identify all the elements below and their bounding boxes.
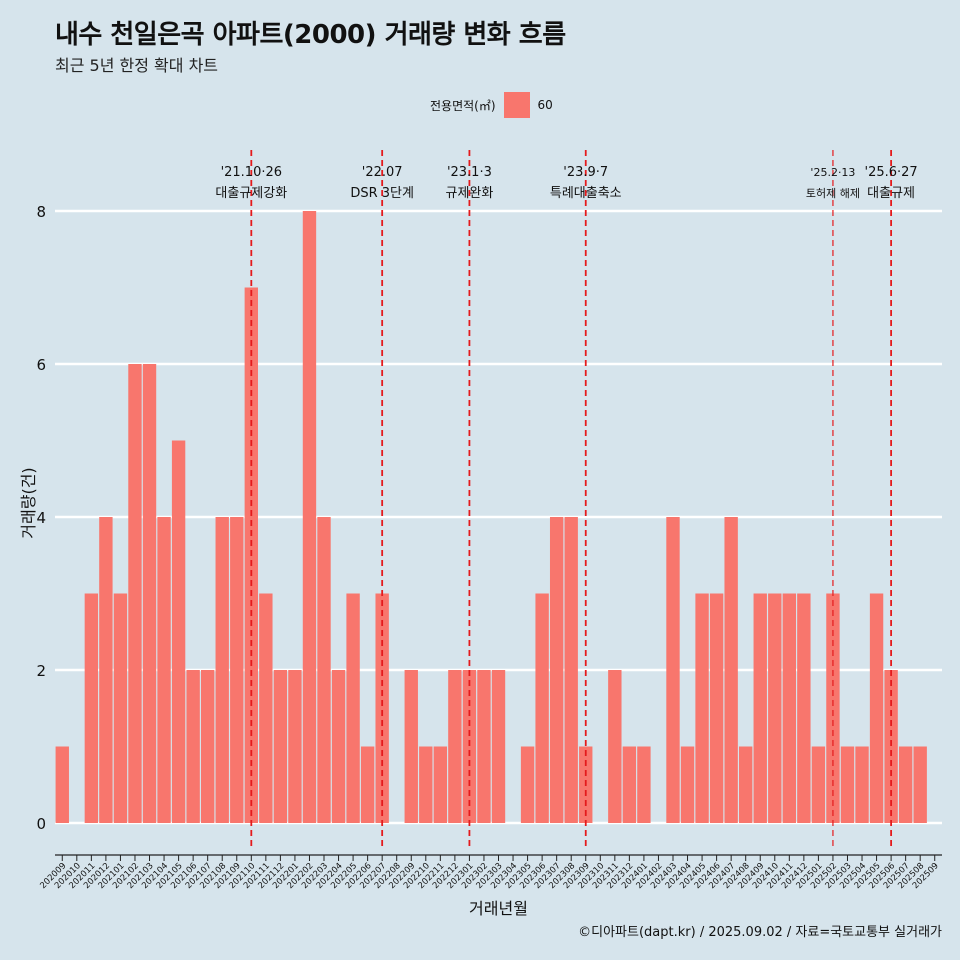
event-date: '25.6·27 <box>865 165 918 180</box>
bar <box>273 670 288 823</box>
legend-title: 전용면적(㎡) <box>430 98 496 113</box>
bar <box>491 670 506 823</box>
event-date: '23.1·3 <box>447 165 492 180</box>
bar <box>128 364 142 823</box>
legend: 전용면적(㎡) 60 <box>430 92 553 118</box>
bar <box>840 746 855 823</box>
y-tick-label: 8 <box>36 203 46 221</box>
bar <box>317 517 331 823</box>
chart-subtitle: 최근 5년 한정 확대 차트 <box>55 56 219 75</box>
bar <box>666 517 680 823</box>
bar <box>782 593 797 823</box>
bar <box>171 440 186 823</box>
event-label: 토허제 해제 <box>806 186 860 200</box>
bar <box>826 593 840 823</box>
bar <box>142 364 157 823</box>
event-date: '23.9·7 <box>563 165 608 180</box>
event-label: 특례대출축소 <box>550 186 622 201</box>
bar <box>404 670 418 823</box>
bar <box>724 517 738 823</box>
bar <box>898 746 913 823</box>
bar <box>346 593 360 823</box>
bar <box>215 517 229 823</box>
event-date: '21.10·26 <box>221 165 282 180</box>
event-label: 규제완화 <box>445 186 493 201</box>
bar <box>302 211 317 823</box>
y-tick-label: 0 <box>36 815 46 833</box>
bar <box>535 593 549 823</box>
legend-swatch <box>503 92 530 118</box>
bar <box>186 670 200 823</box>
y-tick-label: 4 <box>36 509 46 527</box>
bar <box>608 670 622 823</box>
bar <box>520 746 535 823</box>
bar <box>99 517 113 823</box>
event-label: 대출규제강화 <box>215 186 287 201</box>
bar <box>622 746 637 823</box>
bar <box>157 517 171 823</box>
y-tick-label: 2 <box>36 662 46 680</box>
bar <box>564 517 578 823</box>
bar <box>331 670 346 823</box>
bar <box>360 746 375 823</box>
event-date: '22.07 <box>362 165 403 180</box>
legend-label: 60 <box>537 98 553 112</box>
bar <box>230 517 244 823</box>
bar <box>477 670 491 823</box>
event-label: 대출규제 <box>867 186 915 201</box>
bar <box>462 670 477 823</box>
bar <box>549 517 564 823</box>
bar <box>433 746 448 823</box>
x-axis-title: 거래년월 <box>469 899 528 918</box>
event-date: '25.2·13 <box>810 166 855 179</box>
bar <box>753 593 767 823</box>
y-axis-title: 거래량(건) <box>19 467 38 538</box>
bar <box>419 746 433 823</box>
bar <box>259 593 273 823</box>
bar <box>200 670 215 823</box>
bar <box>768 593 782 823</box>
bar <box>695 593 709 823</box>
source-caption: ©디아파트(dapt.kr) / 2025.09.02 / 자료=국토교통부 실… <box>578 925 942 940</box>
bar <box>448 670 462 823</box>
bar <box>637 746 651 823</box>
bar <box>913 746 927 823</box>
y-tick-label: 6 <box>36 356 46 374</box>
bar <box>855 746 869 823</box>
bar <box>84 593 99 823</box>
bar <box>811 746 826 823</box>
bar <box>797 593 811 823</box>
bar <box>55 746 69 823</box>
bar <box>113 593 128 823</box>
bar <box>869 593 884 823</box>
bar <box>375 593 389 823</box>
bar <box>288 670 302 823</box>
bar <box>709 593 724 823</box>
bar <box>680 746 695 823</box>
bar <box>884 670 898 823</box>
event-label: DSR 3단계 <box>350 186 414 201</box>
chart-title: 내수 천일은곡 아파트(2000) 거래량 변화 흐름 <box>55 20 566 50</box>
bar <box>739 746 753 823</box>
